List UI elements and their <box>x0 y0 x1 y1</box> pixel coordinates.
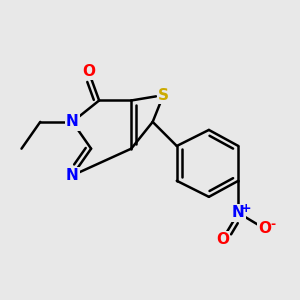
Text: N: N <box>66 114 79 129</box>
Text: -: - <box>270 218 275 231</box>
Text: S: S <box>158 88 169 103</box>
Text: N: N <box>232 206 245 220</box>
Text: O: O <box>216 232 229 247</box>
Text: O: O <box>259 221 272 236</box>
Text: O: O <box>82 64 95 79</box>
Text: N: N <box>66 168 79 183</box>
Text: +: + <box>241 202 252 215</box>
